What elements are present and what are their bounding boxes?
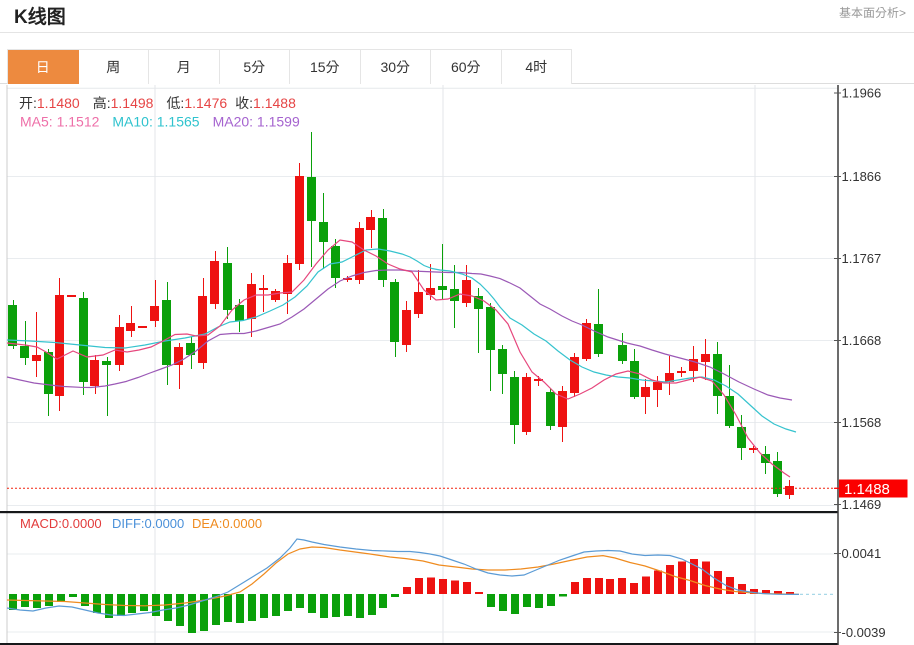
svg-text:-0.0039: -0.0039	[842, 625, 886, 640]
svg-text:1.1668: 1.1668	[842, 333, 882, 348]
svg-text:0.0041: 0.0041	[842, 546, 882, 561]
svg-text:1.1767: 1.1767	[842, 251, 882, 266]
svg-text:1.1866: 1.1866	[842, 169, 882, 184]
svg-text:1.1469: 1.1469	[842, 497, 882, 512]
svg-text:1.1568: 1.1568	[842, 415, 882, 430]
svg-text:1.1488: 1.1488	[844, 481, 890, 498]
svg-text:1.1966: 1.1966	[842, 86, 882, 101]
